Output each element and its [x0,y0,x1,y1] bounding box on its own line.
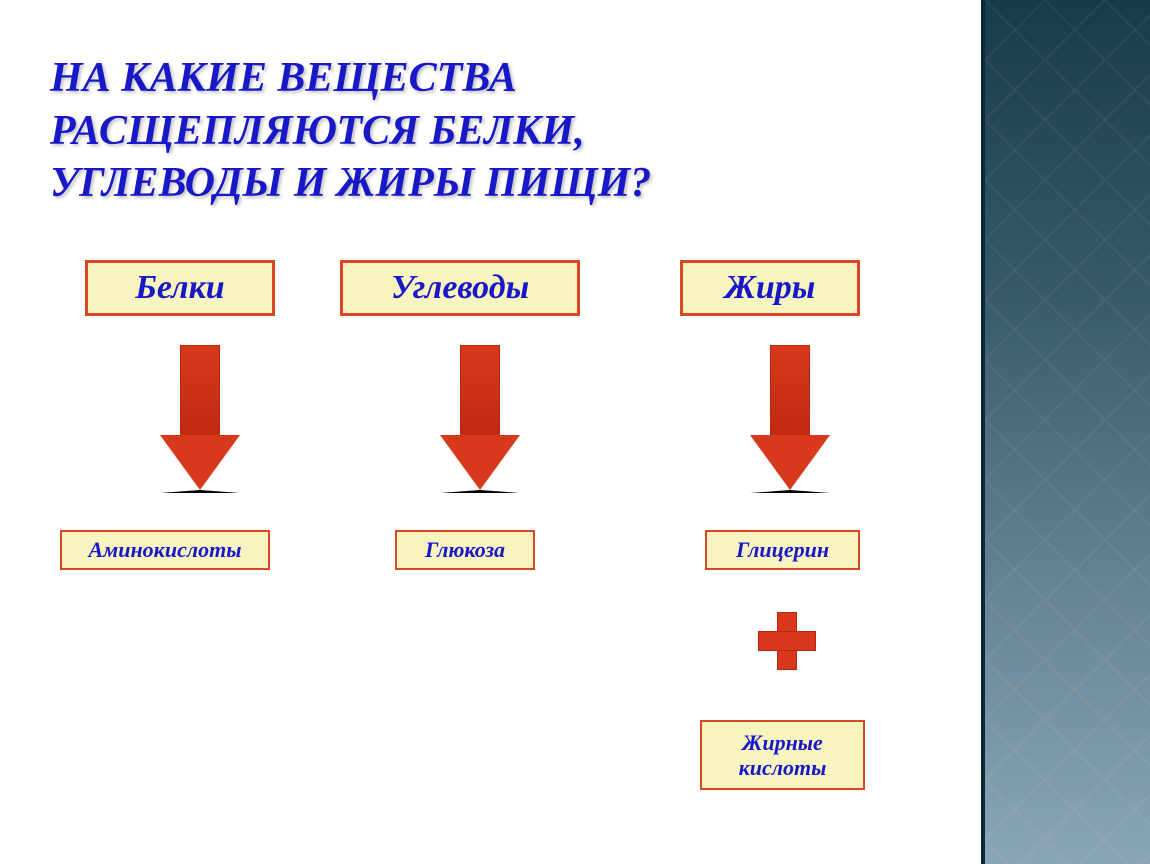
node-label: Белки [135,269,224,307]
title-line: УГЛЕВОДЫ И ЖИРЫ ПИЩИ? [50,157,950,210]
right-panel-texture [985,0,1150,864]
node-label: Глицерин [736,537,829,563]
node-proteins: Белки [85,260,275,316]
plus-horizontal [758,631,816,651]
node-carbs: Углеводы [340,260,580,316]
arrow-carbs [440,345,520,490]
arrow-shaft [460,345,500,435]
arrow-head [160,435,240,493]
node-label: Аминокислоты [88,537,241,563]
arrow-fats [750,345,830,490]
arrow-shaft [180,345,220,435]
plus-icon [758,612,816,670]
node-label: Глюкоза [425,537,505,563]
node-label: Жиры [725,269,816,307]
right-decorative-panel [985,0,1150,864]
slide-title: НА КАКИЕ ВЕЩЕСТВАРАСЩЕПЛЯЮТСЯ БЕЛКИ,УГЛЕ… [50,52,950,210]
node-glycerin: Глицерин [705,530,860,570]
node-fattyacids: Жирныекислоты [700,720,865,790]
node-fats: Жиры [680,260,860,316]
arrow-head [750,435,830,493]
node-glucose: Глюкоза [395,530,535,570]
arrow-shaft [770,345,810,435]
title-line: НА КАКИЕ ВЕЩЕСТВА [50,52,950,105]
title-line: РАСЩЕПЛЯЮТСЯ БЕЛКИ, [50,105,950,158]
node-amino: Аминокислоты [60,530,270,570]
node-label: Углеводы [391,269,529,307]
arrow-head [440,435,520,493]
node-label: Жирныекислоты [739,730,827,781]
arrow-proteins [160,345,240,490]
